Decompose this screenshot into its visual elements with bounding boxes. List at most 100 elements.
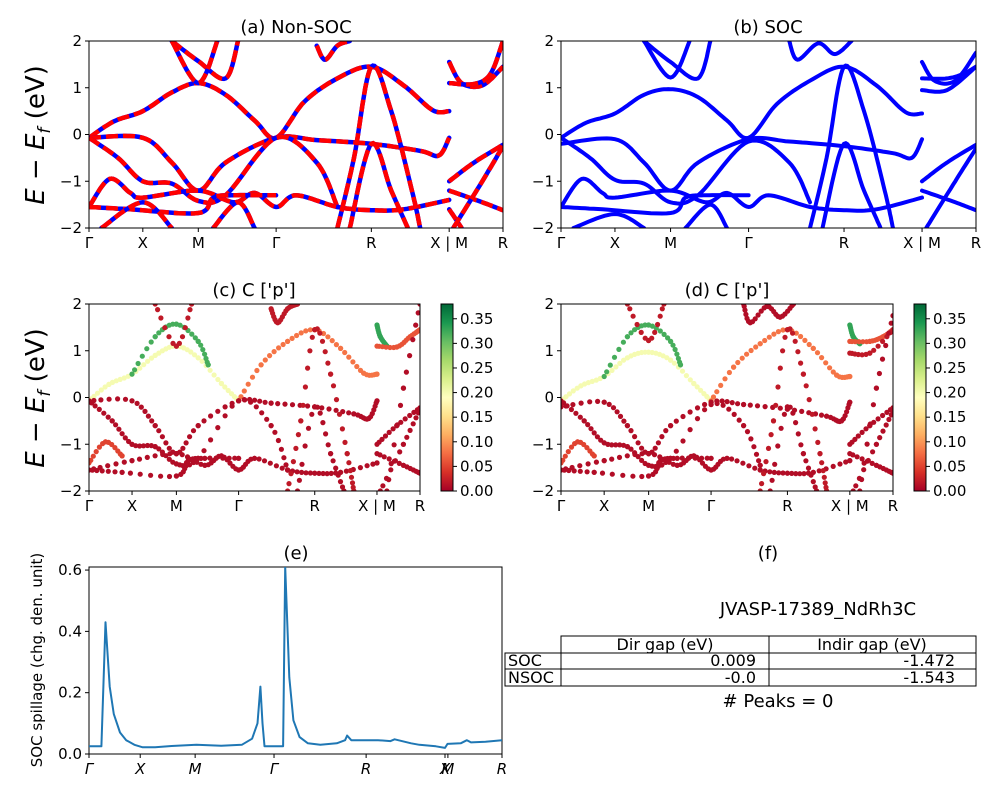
band-line [683, 202, 729, 228]
band-point [129, 398, 135, 404]
band-point [187, 307, 193, 313]
band-point [208, 413, 214, 419]
band-point [305, 403, 311, 409]
band-point [668, 338, 674, 344]
band-point [294, 488, 301, 491]
band-point [144, 454, 150, 460]
band-point [242, 397, 248, 403]
band-point [780, 470, 786, 476]
band-point [322, 349, 328, 355]
band-point [771, 331, 777, 337]
band-point [145, 413, 151, 419]
band-point [98, 387, 104, 393]
band-point [272, 429, 278, 435]
x-tick-label: X [610, 234, 620, 252]
colorbar-tick-label: 0.30 [933, 334, 966, 352]
band-point [787, 326, 793, 332]
band-point [888, 320, 893, 326]
material-label: JVASP-17389_NdRh3C [719, 599, 916, 620]
band-point [348, 474, 355, 480]
band-point [803, 458, 809, 464]
band-point [714, 400, 720, 407]
band-point [417, 327, 420, 333]
band-point [94, 467, 100, 474]
band-point [102, 384, 108, 390]
band-point [597, 375, 603, 382]
band-line-nonsoc [89, 192, 277, 216]
band-point [736, 417, 742, 423]
band-point [152, 304, 158, 307]
band-point [339, 426, 345, 432]
band-point [317, 410, 323, 416]
band-point [92, 403, 98, 409]
band-point [402, 416, 408, 422]
y-tick-label: 2 [544, 295, 554, 313]
band-line-nonsoc [100, 200, 174, 228]
band-point [341, 488, 347, 491]
band-point [664, 355, 670, 361]
band-point [577, 414, 583, 420]
band-point [364, 463, 370, 469]
band-point [657, 313, 663, 319]
band-point [137, 471, 143, 477]
band-point [864, 441, 870, 447]
band-point [761, 471, 767, 477]
band-point [739, 355, 745, 361]
band-point [743, 311, 749, 317]
band-point [382, 433, 389, 439]
band-point [187, 434, 193, 440]
band-point [792, 338, 798, 344]
band-point [112, 445, 118, 451]
colorbar-tick-label: 0.10 [933, 433, 966, 451]
band-point [844, 409, 850, 415]
band-line-nonsoc [347, 140, 410, 228]
panel-d-title: (d) C ['p'] [685, 280, 770, 301]
band-point [320, 420, 326, 426]
x-tick-label: X | M [903, 234, 941, 252]
band-line-nonsoc [314, 41, 351, 63]
x-tick-label: M [441, 760, 454, 778]
band-point [577, 468, 583, 474]
band-point [325, 360, 331, 366]
band-point [293, 445, 299, 451]
axes-frame [560, 303, 894, 492]
band-point [410, 421, 416, 427]
band-point [342, 439, 348, 445]
band-point [400, 385, 406, 391]
band-point [613, 442, 619, 448]
x-tick-label: M [189, 760, 202, 778]
band-point [222, 384, 228, 390]
band-point [754, 403, 761, 409]
band-point [775, 329, 782, 335]
band-point [886, 330, 892, 336]
band-point [377, 488, 383, 491]
band-point [639, 445, 645, 451]
band-point [852, 339, 858, 345]
band-point [379, 436, 385, 442]
band-point [731, 364, 737, 370]
band-point [302, 384, 308, 390]
colorbar-tick-label: 0.10 [460, 433, 493, 451]
band-line-nonsoc [211, 199, 257, 228]
band-point [279, 465, 285, 471]
colorbar-tick-label: 0.25 [460, 359, 493, 377]
y-tick-label: 0 [544, 126, 554, 144]
band-point [326, 406, 332, 412]
band-point [317, 330, 323, 336]
band-line-soc [169, 41, 220, 86]
band-point [861, 460, 867, 466]
y-tick-label: 2 [544, 32, 554, 50]
x-tick-label: R [361, 760, 371, 778]
band-point [593, 459, 600, 465]
band-point [267, 353, 273, 359]
colorbar-tick-label: 0.35 [933, 310, 966, 328]
band-point [884, 409, 890, 415]
band-point [595, 398, 601, 404]
x-tick-label: Γ [234, 497, 243, 515]
band-point [93, 449, 99, 455]
band-point [757, 488, 763, 491]
band-point [407, 427, 413, 433]
band-point [578, 400, 584, 406]
band-point [349, 480, 356, 486]
band-point [632, 451, 638, 458]
